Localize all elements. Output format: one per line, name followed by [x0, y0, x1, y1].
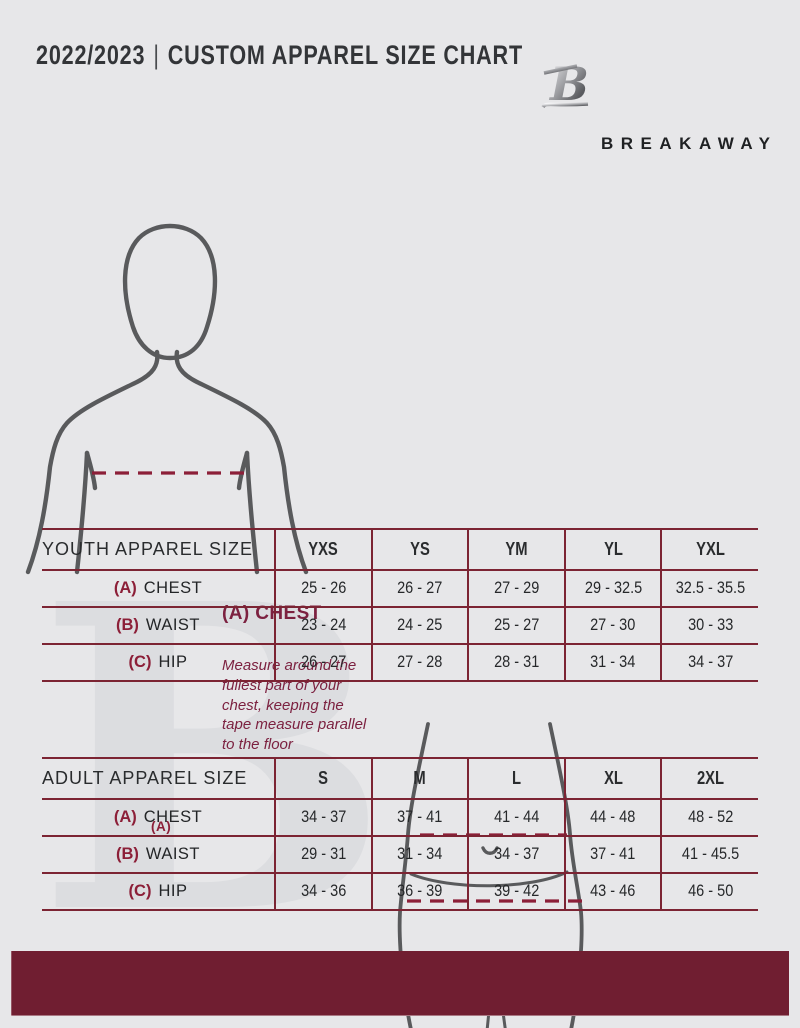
youth-waist-yl: 27 - 30: [563, 607, 662, 644]
youth-waist-ys: 24 - 25: [370, 607, 469, 644]
youth-chest-ys: 26 - 27: [370, 570, 469, 607]
adult-waist-l: 34 - 37: [467, 836, 565, 873]
youth-size-table: YOUTH APPAREL SIZE YXS YS YM YL YXL (A) C…: [42, 528, 758, 682]
adult-waist-row: (B) WAIST 29 - 31 31 - 34 34 - 37 37 - 41…: [42, 836, 758, 873]
youth-size-yl: YL: [563, 529, 662, 570]
youth-chest-ym: 27 - 29: [467, 570, 565, 607]
adult-chest-s: 34 - 37: [274, 799, 372, 836]
adult-hip-l: 39 - 42: [467, 873, 565, 910]
page-title: 2022/2023 | CUSTOM APPAREL SIZE CHART: [36, 40, 800, 71]
youth-header-row: YOUTH APPAREL SIZE YXS YS YM YL YXL: [42, 529, 758, 570]
youth-waist-label: (B) WAIST: [115, 616, 201, 634]
youth-size-yxs: YXS: [274, 529, 372, 570]
chest-figure-illustration: [18, 215, 800, 580]
adult-hip-label: (C) HIP: [128, 882, 188, 900]
youth-hip-row: (C) HIP 26 - 27 27 - 28 28 - 31 31 - 34 3…: [42, 644, 758, 681]
adult-size-m: M: [370, 758, 469, 799]
adult-size-header-cell: ADULT APPAREL SIZE: [42, 768, 248, 788]
youth-chest-yxs: 25 - 26: [274, 570, 372, 607]
adult-size-2xl: 2XL: [660, 758, 758, 799]
youth-size-header-cell: YOUTH APPAREL SIZE: [42, 539, 254, 559]
adult-size-s: S: [274, 758, 372, 799]
youth-chest-yl: 29 - 32.5: [563, 570, 662, 607]
chest-line-marker: (A): [151, 819, 172, 834]
youth-waist-yxs: 23 - 24: [274, 607, 372, 644]
adult-hip-xl: 43 - 46: [563, 873, 662, 910]
adult-hip-s: 34 - 36: [274, 873, 372, 910]
adult-chest-label: (A) CHEST: [113, 808, 203, 826]
adult-waist-m: 31 - 34: [370, 836, 469, 873]
youth-size-ys: YS: [370, 529, 469, 570]
adult-size-l: L: [467, 758, 565, 799]
adult-hip-2xl: 46 - 50: [660, 873, 758, 910]
adult-waist-s: 29 - 31: [274, 836, 372, 873]
adult-size-xl: XL: [563, 758, 662, 799]
page-title-year: 2022/2023: [36, 40, 146, 70]
page-title-separator: |: [153, 40, 160, 70]
adult-waist-2xl: 41 - 45.5: [660, 836, 758, 873]
adult-header-row: ADULT APPAREL SIZE S M L XL 2XL: [42, 758, 758, 799]
adult-size-table: ADULT APPAREL SIZE S M L XL 2XL (A) CHEST…: [42, 757, 758, 911]
adult-hip-m: 36 - 39: [370, 873, 469, 910]
youth-waist-row: (B) WAIST 23 - 24 24 - 25 25 - 27 27 - 30…: [42, 607, 758, 644]
youth-size-yxl: YXL: [660, 529, 758, 570]
youth-hip-label: (C) HIP: [128, 653, 188, 671]
youth-hip-yxs: 26 - 27: [274, 644, 372, 681]
footer-bar: [11, 951, 789, 1016]
adult-waist-xl: 37 - 41: [563, 836, 662, 873]
youth-waist-yxl: 30 - 33: [660, 607, 758, 644]
adult-chest-m: 37 - 41: [370, 799, 469, 836]
brand-name: BREAKAWAY: [601, 134, 778, 153]
adult-hip-row: (C) HIP 34 - 36 36 - 39 39 - 42 43 - 46 4…: [42, 873, 758, 910]
youth-size-ym: YM: [467, 529, 565, 570]
youth-hip-yxl: 34 - 37: [660, 644, 758, 681]
adult-chest-l: 41 - 44: [467, 799, 565, 836]
youth-chest-label: (A) CHEST: [113, 579, 203, 597]
youth-hip-yl: 31 - 34: [563, 644, 662, 681]
adult-chest-xl: 44 - 48: [563, 799, 662, 836]
adult-chest-2xl: 48 - 52: [660, 799, 758, 836]
page-title-text: CUSTOM APPAREL SIZE CHART: [167, 40, 523, 70]
brand-logo-icon: B: [541, 57, 800, 117]
youth-waist-ym: 25 - 27: [467, 607, 565, 644]
youth-hip-ys: 27 - 28: [370, 644, 469, 681]
youth-hip-ym: 28 - 31: [467, 644, 565, 681]
youth-chest-row: (A) CHEST 25 - 26 26 - 27 27 - 29 29 - 32…: [42, 570, 758, 607]
svg-text:B: B: [548, 58, 589, 111]
adult-waist-label: (B) WAIST: [115, 845, 201, 863]
adult-chest-row: (A) CHEST 34 - 37 37 - 41 41 - 44 44 - 48…: [42, 799, 758, 836]
youth-chest-yxl: 32.5 - 35.5: [660, 570, 758, 607]
